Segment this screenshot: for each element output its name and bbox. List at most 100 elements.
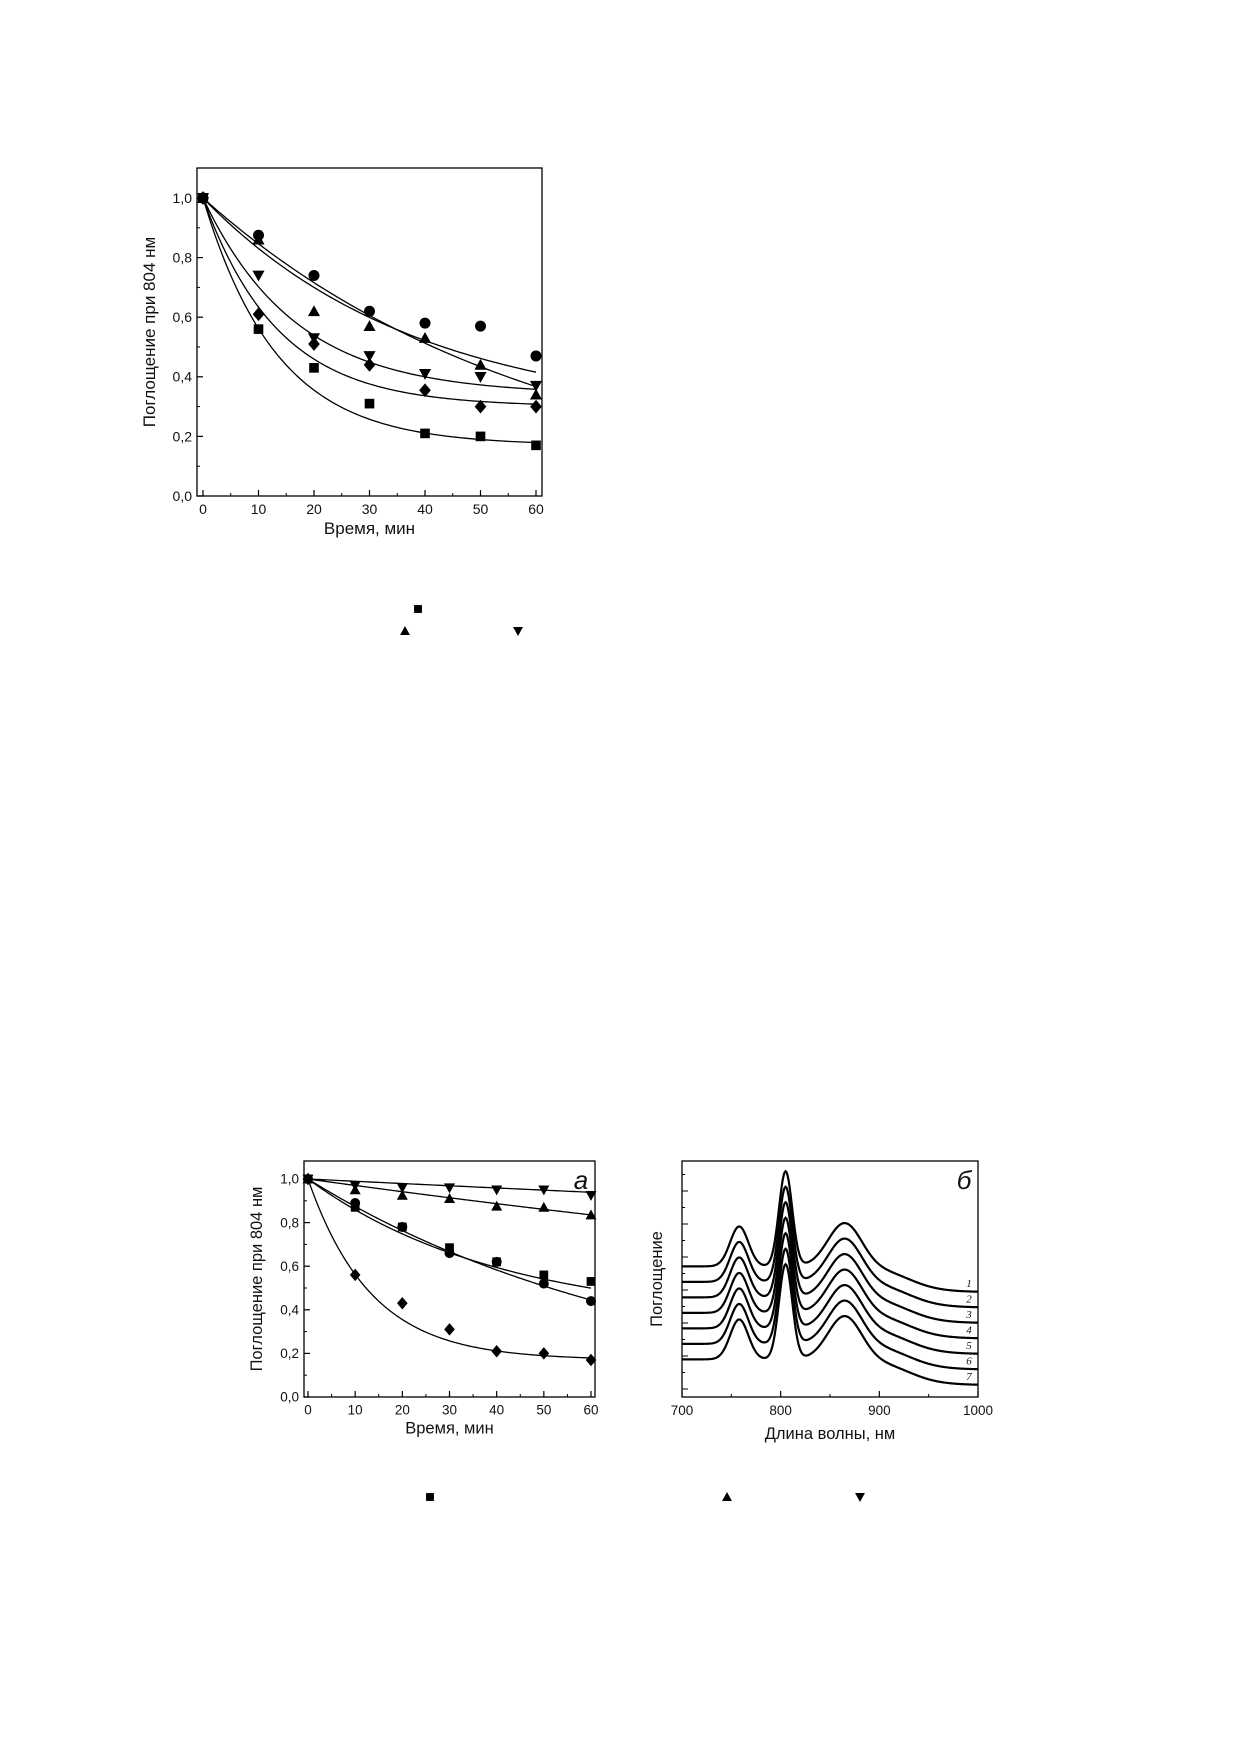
- point-diamond: [585, 1353, 597, 1367]
- legend-marker-square: [426, 1493, 434, 1501]
- x-axis-label: Время, мин: [405, 1419, 493, 1437]
- point-triangle-up: [363, 320, 376, 331]
- point-diamond: [363, 358, 376, 372]
- chart-spectra-panel-b: 700 800 900 1000 Длина волны, нм Поглощение б 1…: [648, 1160, 993, 1443]
- point-triangle-down: [363, 351, 376, 362]
- point-square: [531, 440, 541, 451]
- point-triangle-down: [418, 368, 432, 380]
- point-triangle-down: [444, 1183, 455, 1194]
- point-circle: [350, 1197, 361, 1208]
- point-circle: [491, 1256, 502, 1267]
- point-diamond: [538, 1347, 550, 1360]
- x-tick-label: 0: [199, 501, 207, 517]
- curve-label: 7: [966, 1371, 972, 1383]
- point-square: [539, 1270, 549, 1280]
- point-square: [586, 1277, 596, 1286]
- curve-label: 4: [966, 1325, 972, 1337]
- curve-label: 5: [966, 1340, 972, 1352]
- point-triangle-up: [474, 358, 487, 370]
- point-circle: [530, 350, 542, 362]
- point-triangle-up: [252, 233, 265, 245]
- point-circle: [444, 1248, 455, 1259]
- x-tick-label: 50: [536, 1403, 551, 1418]
- x-tick-label: 30: [442, 1403, 457, 1418]
- y-axis-label: Поглощение: [648, 1231, 666, 1327]
- y-tick-label: 0,2: [173, 428, 193, 444]
- x-tick-label: 20: [395, 1403, 410, 1418]
- legend-marker-square: [414, 605, 422, 613]
- spectrum-curve-6: [682, 1247, 979, 1371]
- point-triangle-down: [491, 1185, 503, 1196]
- panel-letter: б: [957, 1165, 973, 1195]
- point-diamond: [474, 399, 487, 414]
- x-tick-label: 900: [868, 1403, 891, 1418]
- x-tick-label: 800: [769, 1403, 792, 1418]
- point-square: [253, 324, 264, 334]
- legend-markers-bottom: [426, 1492, 865, 1502]
- panel-letter: а: [574, 1165, 588, 1195]
- x-tick-label: 50: [473, 501, 489, 517]
- point-triangle-up: [418, 332, 432, 343]
- point-circle: [397, 1221, 408, 1232]
- x-tick-label: 40: [417, 501, 433, 517]
- point-circle: [419, 317, 431, 329]
- curve-label: 3: [965, 1309, 972, 1321]
- y-tick-label: 0,8: [173, 250, 193, 266]
- point-triangle-down: [252, 270, 265, 282]
- spectrum-curve-1: [682, 1169, 979, 1293]
- point-circle: [586, 1296, 596, 1307]
- x-tick-label: 10: [348, 1403, 363, 1418]
- y-tick-label: 1,0: [173, 190, 193, 206]
- point-square: [309, 363, 319, 373]
- x-tick-label: 20: [306, 501, 322, 517]
- x-axis-label: Время, мин: [324, 519, 415, 538]
- y-tick-label: 0,4: [280, 1303, 299, 1318]
- point-diamond: [252, 307, 265, 322]
- x-tick-label: 60: [528, 501, 544, 517]
- x-tick-label: 30: [362, 501, 378, 517]
- spectrum-curve-4: [682, 1216, 979, 1340]
- point-circle: [538, 1278, 549, 1289]
- point-square: [445, 1243, 454, 1253]
- point-triangle-down: [585, 1190, 597, 1201]
- y-axis-label: Поглощение при 804 нм: [248, 1187, 266, 1372]
- point-diamond: [308, 337, 320, 351]
- chart-decay-top: 0 10 20 30 40 50 60 0,0 0,2 0,4 0,6 0,8 1,0 Время, ми…: [140, 167, 544, 538]
- fit-curve-circle: [202, 197, 537, 373]
- legend-markers-top: [400, 605, 523, 636]
- point-triangle-down: [538, 1185, 550, 1196]
- point-square: [475, 431, 486, 442]
- x-axis-label: Длина волны, нм: [765, 1425, 896, 1443]
- point-diamond: [397, 1297, 408, 1310]
- x-tick-label: 0: [304, 1403, 312, 1418]
- point-triangle-up: [307, 305, 321, 317]
- y-axis-label: Поглощение при 804 нм: [140, 237, 159, 427]
- chart-decay-panel-a: 0 10 20 30 40 50 60 0,0 0,2 0,4 0,6 0,8 1,0 Время, ми…: [248, 1160, 599, 1437]
- point-triangle-up: [585, 1209, 597, 1220]
- point-circle: [475, 320, 486, 332]
- y-tick-label: 0,4: [173, 369, 193, 385]
- point-circle: [364, 305, 375, 317]
- point-diamond: [444, 1323, 455, 1336]
- legend-marker-triangle-down: [513, 627, 523, 636]
- point-circle: [308, 269, 320, 281]
- x-tick-label: 700: [671, 1403, 694, 1418]
- point-triangle-down: [474, 371, 487, 383]
- point-triangle-up: [444, 1193, 455, 1204]
- y-tick-label: 0,6: [173, 309, 193, 325]
- plot-frame: [196, 167, 543, 497]
- fit-curve-diamond: [202, 197, 537, 405]
- x-tick-label: 1000: [963, 1403, 993, 1418]
- point-triangle-up: [396, 1189, 408, 1200]
- plot-frame: [681, 1160, 979, 1398]
- spectrum-curve-7: [682, 1262, 979, 1386]
- y-tick-label: 0,0: [280, 1390, 299, 1405]
- point-square: [364, 398, 375, 409]
- point-diamond: [419, 383, 431, 398]
- curve-label: 2: [966, 1294, 972, 1306]
- point-square: [420, 428, 430, 439]
- spectrum-curve-5: [682, 1231, 979, 1355]
- point-square: [198, 193, 208, 203]
- legend-marker-triangle-up: [400, 626, 410, 635]
